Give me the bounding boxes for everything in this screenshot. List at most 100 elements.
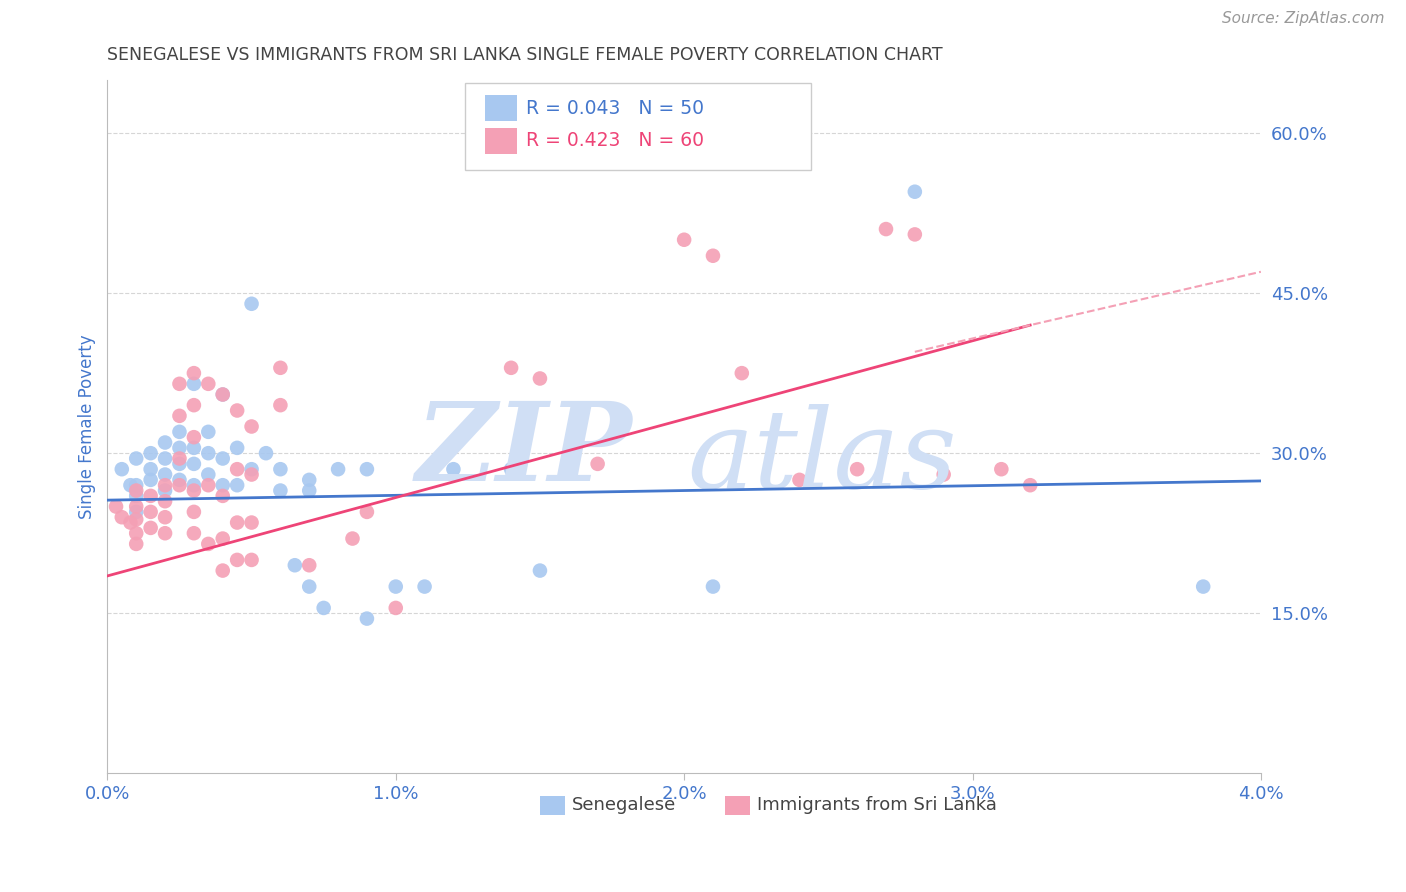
- Point: [183, 478, 205, 492]
- Point: [169, 451, 191, 466]
- Point: [529, 371, 551, 385]
- Point: [284, 558, 307, 573]
- Bar: [485, 95, 517, 121]
- Point: [169, 425, 191, 439]
- Point: [169, 409, 191, 423]
- Point: [326, 462, 349, 476]
- Point: [413, 580, 436, 594]
- Point: [240, 553, 263, 567]
- Text: Senegalese: Senegalese: [572, 797, 676, 814]
- Point: [197, 376, 219, 391]
- Point: [197, 446, 219, 460]
- Point: [904, 185, 927, 199]
- Text: atlas: atlas: [688, 404, 957, 511]
- Point: [139, 521, 162, 535]
- Point: [702, 580, 724, 594]
- Point: [139, 505, 162, 519]
- Point: [211, 564, 233, 578]
- Text: Source: ZipAtlas.com: Source: ZipAtlas.com: [1222, 11, 1385, 26]
- Point: [183, 441, 205, 455]
- Point: [990, 462, 1012, 476]
- Point: [904, 227, 927, 242]
- Point: [111, 462, 134, 476]
- Point: [298, 473, 321, 487]
- Point: [169, 473, 191, 487]
- Point: [139, 489, 162, 503]
- Y-axis label: Single Female Poverty: Single Female Poverty: [79, 334, 96, 519]
- Point: [111, 510, 134, 524]
- Point: [269, 398, 291, 412]
- Point: [153, 526, 176, 541]
- Point: [153, 510, 176, 524]
- Point: [356, 505, 378, 519]
- Point: [153, 478, 176, 492]
- Point: [226, 462, 249, 476]
- Point: [875, 222, 897, 236]
- Point: [226, 441, 249, 455]
- Bar: [485, 128, 517, 154]
- Point: [529, 564, 551, 578]
- Point: [125, 526, 148, 541]
- Point: [269, 360, 291, 375]
- Point: [1192, 580, 1215, 594]
- Point: [139, 462, 162, 476]
- Point: [789, 473, 811, 487]
- Point: [183, 526, 205, 541]
- Text: R = 0.043   N = 50: R = 0.043 N = 50: [526, 99, 704, 118]
- Text: SENEGALESE VS IMMIGRANTS FROM SRI LANKA SINGLE FEMALE POVERTY CORRELATION CHART: SENEGALESE VS IMMIGRANTS FROM SRI LANKA …: [107, 46, 943, 64]
- Point: [197, 467, 219, 482]
- Point: [586, 457, 609, 471]
- FancyBboxPatch shape: [465, 83, 811, 169]
- Point: [139, 473, 162, 487]
- Point: [226, 553, 249, 567]
- Text: R = 0.423   N = 60: R = 0.423 N = 60: [526, 131, 704, 150]
- Point: [153, 483, 176, 498]
- Point: [269, 462, 291, 476]
- Point: [702, 249, 724, 263]
- Point: [105, 500, 128, 514]
- Point: [211, 532, 233, 546]
- Point: [120, 516, 142, 530]
- Point: [1019, 478, 1042, 492]
- Point: [254, 446, 277, 460]
- Point: [125, 537, 148, 551]
- Point: [211, 387, 233, 401]
- Point: [169, 457, 191, 471]
- Point: [125, 489, 148, 503]
- Point: [342, 532, 364, 546]
- Point: [211, 451, 233, 466]
- Point: [240, 297, 263, 311]
- Bar: [724, 796, 749, 815]
- Point: [441, 462, 464, 476]
- Point: [183, 505, 205, 519]
- Point: [183, 376, 205, 391]
- Point: [226, 478, 249, 492]
- Point: [384, 580, 406, 594]
- Point: [298, 580, 321, 594]
- Point: [240, 516, 263, 530]
- Point: [211, 489, 233, 503]
- Point: [125, 505, 148, 519]
- Point: [240, 467, 263, 482]
- Point: [153, 451, 176, 466]
- Point: [312, 601, 335, 615]
- Point: [356, 462, 378, 476]
- Point: [501, 462, 523, 476]
- Point: [125, 483, 148, 498]
- Point: [120, 478, 142, 492]
- Point: [139, 446, 162, 460]
- Text: ZIP: ZIP: [416, 397, 633, 505]
- Point: [183, 483, 205, 498]
- Text: Immigrants from Sri Lanka: Immigrants from Sri Lanka: [756, 797, 997, 814]
- Point: [183, 457, 205, 471]
- Point: [226, 516, 249, 530]
- Point: [356, 612, 378, 626]
- Point: [298, 483, 321, 498]
- Point: [153, 435, 176, 450]
- Point: [501, 360, 523, 375]
- Point: [169, 441, 191, 455]
- Point: [211, 478, 233, 492]
- Point: [125, 451, 148, 466]
- Point: [471, 403, 494, 417]
- Point: [673, 233, 696, 247]
